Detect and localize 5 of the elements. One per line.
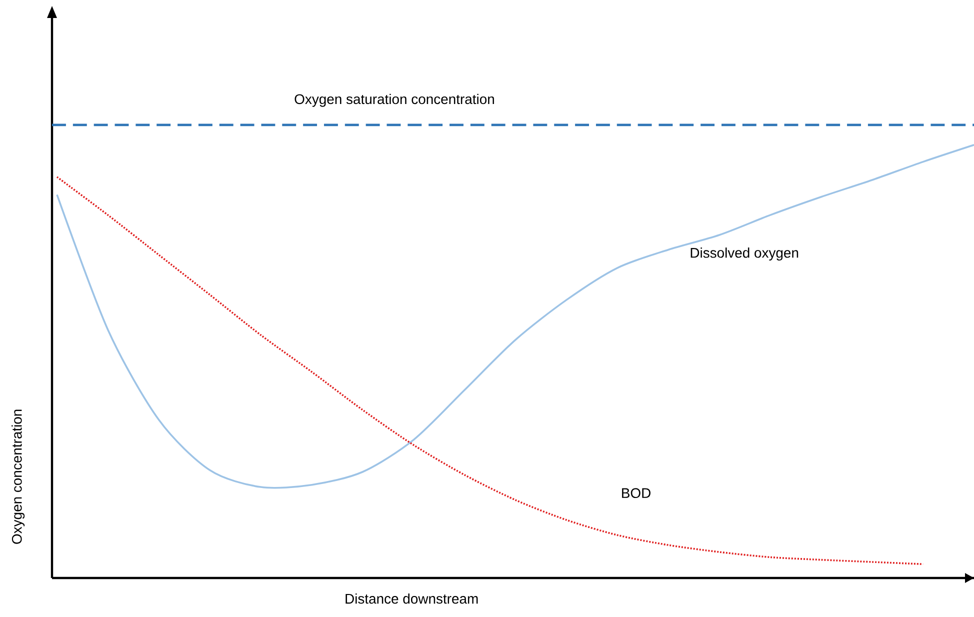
x-axis-title: Distance downstream	[346, 593, 478, 604]
series-label: Dissolved oxygen	[690, 248, 798, 261]
y-axis-title: Oxygen concentration	[12, 410, 25, 544]
ref-line-label: Oxygen saturation concentration	[294, 94, 494, 107]
text: BOD	[622, 488, 650, 498]
